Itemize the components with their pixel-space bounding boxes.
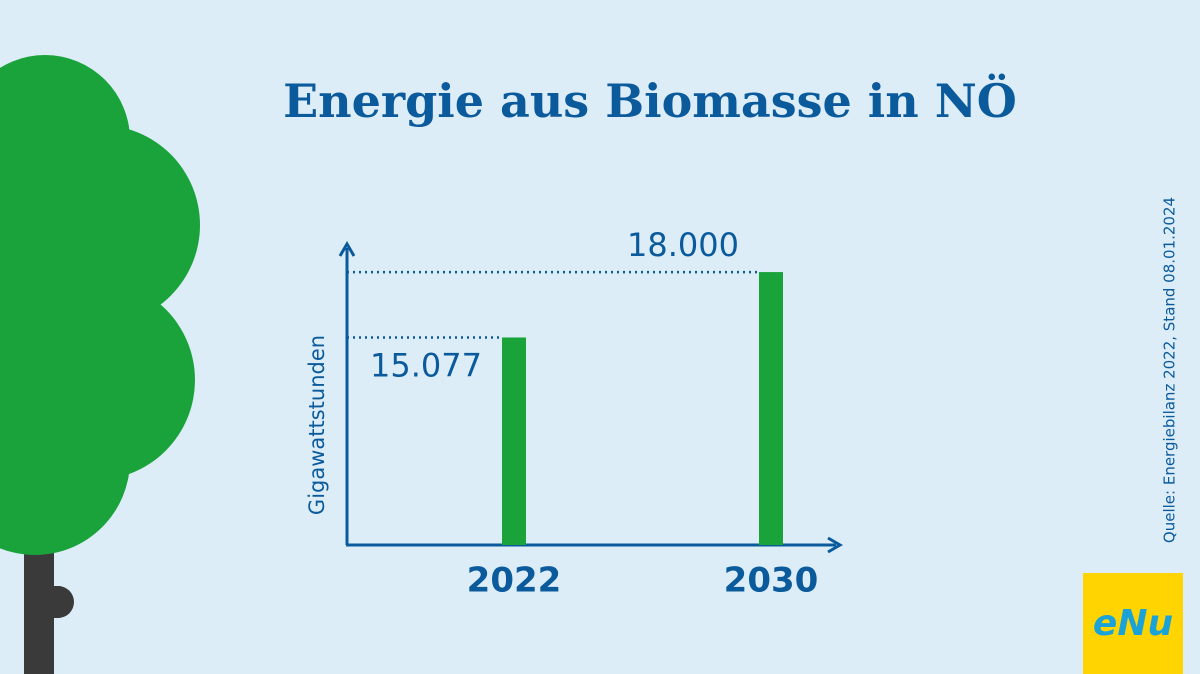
bar	[502, 337, 526, 545]
axes	[338, 241, 843, 554]
logo: eNu	[1093, 603, 1173, 644]
tree	[0, 55, 200, 674]
value-label: 18.000	[627, 226, 739, 264]
logo-box	[1083, 573, 1183, 674]
source: Quelle: Energiebilanz 2022, Stand 08.01.…	[1161, 197, 1179, 543]
chart-title: Energie aus Biomasse in NÖ	[283, 73, 1017, 128]
bar	[759, 272, 783, 545]
x-tick-label: 2022	[467, 561, 562, 601]
x-tick-label: 2030	[724, 561, 819, 601]
y-axis-label: Gigawattstunden	[305, 335, 329, 515]
value-label: 15.077	[370, 346, 482, 384]
